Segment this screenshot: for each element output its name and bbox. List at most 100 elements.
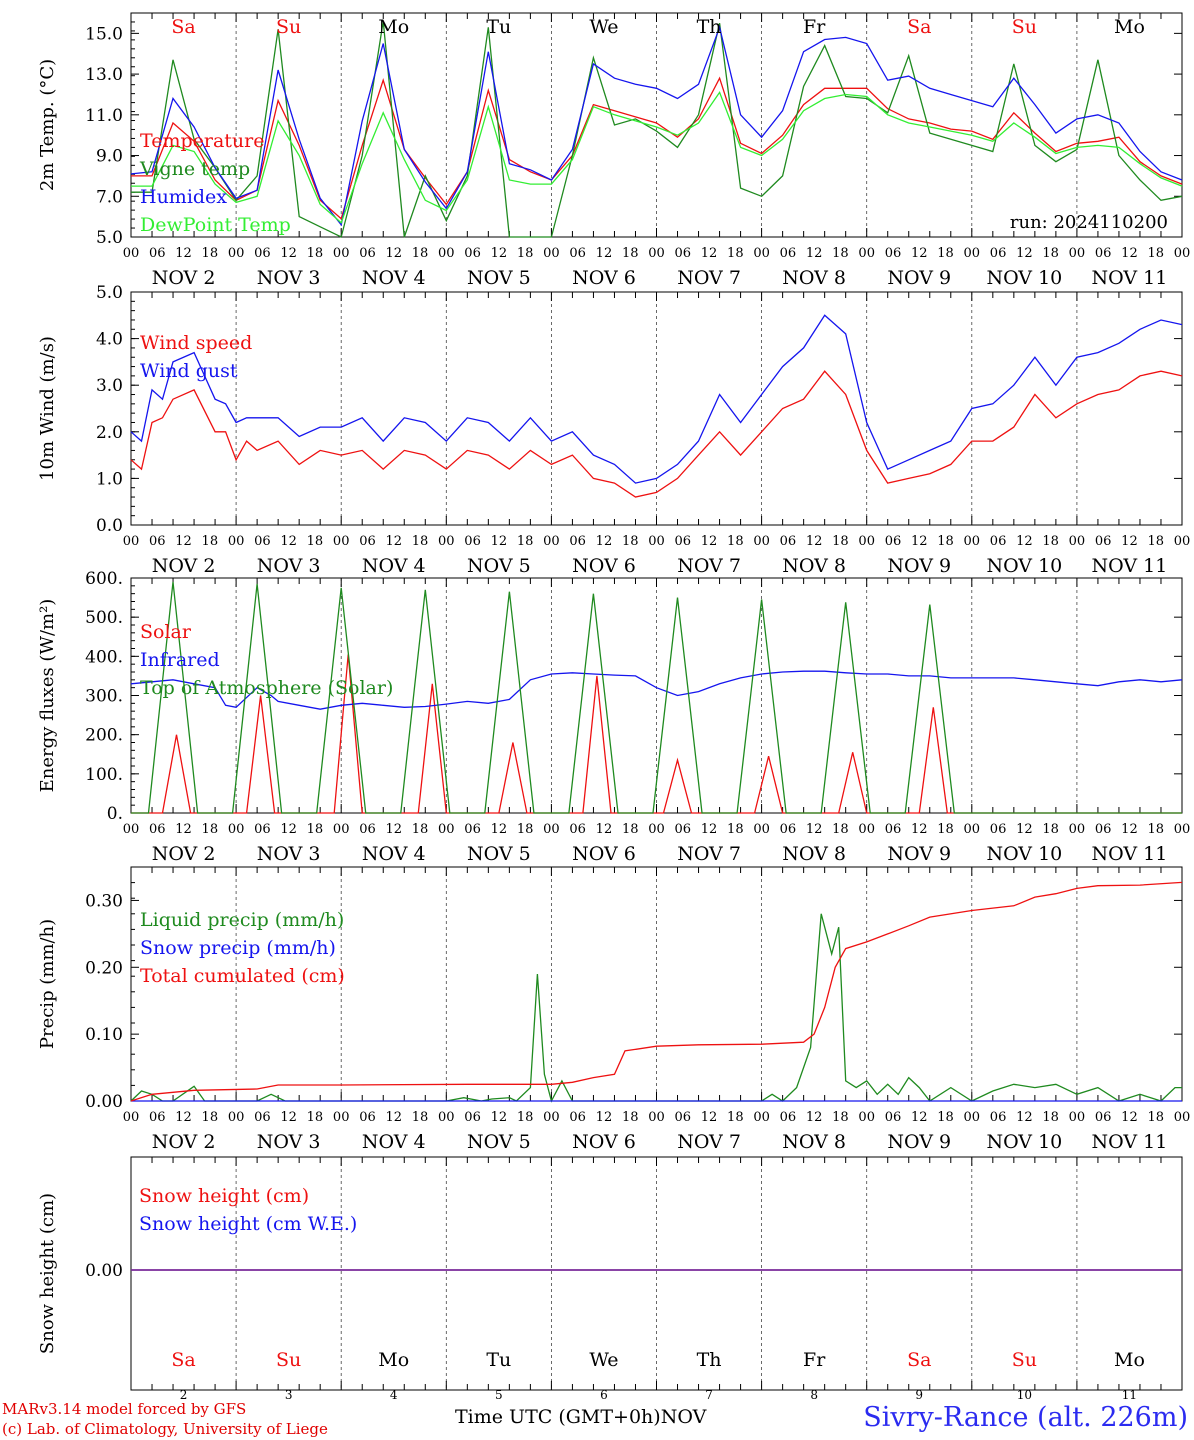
hour-label: 00 xyxy=(964,1110,981,1125)
hour-label: 18 xyxy=(937,246,954,261)
panel-1: 5.0 7.0 9.0 11.0 13.0 15.0 2m Temp. (°C) Temper… xyxy=(37,12,1190,289)
hour-label: 12 xyxy=(806,822,823,837)
hour-label: 12 xyxy=(701,822,718,837)
hour-label: 12 xyxy=(596,534,613,549)
hour-label: 00 xyxy=(964,822,981,837)
y-axis-title: Energy fluxes (W/m²) xyxy=(37,599,58,793)
weekday-label: Tu xyxy=(486,16,511,38)
hour-label: 06 xyxy=(149,246,166,261)
hour-label: 06 xyxy=(990,246,1007,261)
hour-label: 06 xyxy=(359,246,376,261)
hour-label: 06 xyxy=(780,1110,797,1125)
legend-entry: Vigne temp xyxy=(139,158,250,180)
hour-label: 18 xyxy=(1147,246,1164,261)
series-line xyxy=(131,20,1183,238)
hour-label: 00 xyxy=(648,822,665,837)
hour-label: 12 xyxy=(280,1110,297,1125)
hour-label: 00 xyxy=(858,1110,875,1125)
legend-entry: Total cumulated (cm) xyxy=(140,965,345,987)
legend-entry: DewPoint Temp xyxy=(140,214,291,236)
hour-label: 06 xyxy=(990,534,1007,549)
day-number: 5 xyxy=(495,1388,503,1402)
legend-entry: Solar xyxy=(140,621,192,643)
hour-label: 00 xyxy=(228,534,245,549)
date-label: NOV 8 xyxy=(782,267,846,289)
y-tick-label: 15.0 xyxy=(85,24,123,44)
date-label: NOV 8 xyxy=(782,555,846,577)
series-line xyxy=(131,91,1183,224)
day-number: 4 xyxy=(390,1388,398,1402)
date-label: NOV 9 xyxy=(887,555,951,577)
hour-label: 00 xyxy=(543,534,560,549)
hour-label: 00 xyxy=(438,246,455,261)
legend-entry: Snow height (cm W.E.) xyxy=(139,1213,357,1235)
series-line xyxy=(131,76,1183,220)
weekday-label: Su xyxy=(1012,1349,1037,1371)
hour-label: 00 xyxy=(753,1110,770,1125)
model-credit: MARv3.14 model forced by GFS xyxy=(2,1400,247,1418)
y-tick-label: 200. xyxy=(85,726,123,746)
hour-label: 06 xyxy=(254,534,271,549)
weekday-label: Mo xyxy=(1114,1349,1145,1371)
hour-label: 18 xyxy=(307,1110,324,1125)
y-axis-title: 2m Temp. (°C) xyxy=(37,59,58,191)
hour-label: 18 xyxy=(1147,822,1164,837)
hour-label: 00 xyxy=(123,534,140,549)
y-tick-label: 600. xyxy=(85,569,123,589)
date-label: NOV 5 xyxy=(467,1131,531,1153)
date-label: NOV 9 xyxy=(887,1131,951,1153)
hour-label: 18 xyxy=(517,822,534,837)
hour-label: 12 xyxy=(701,534,718,549)
weekday-label: Mo xyxy=(378,16,409,38)
hour-label: 12 xyxy=(491,1110,508,1125)
y-tick-label: 9.0 xyxy=(96,147,123,167)
hour-label: 12 xyxy=(385,534,402,549)
hour-label: 18 xyxy=(412,246,429,261)
hour-label: 12 xyxy=(596,1110,613,1125)
x-axis-title-text: Time UTC (GMT+0h) xyxy=(455,1406,661,1428)
y-tick-label: 400. xyxy=(85,647,123,667)
weekday-label: Th xyxy=(697,16,722,38)
hour-label: 12 xyxy=(280,246,297,261)
hour-label: 12 xyxy=(280,534,297,549)
y-tick-label: 0.0 xyxy=(96,516,123,536)
hour-label: 18 xyxy=(727,1110,744,1125)
date-label: NOV 10 xyxy=(986,1131,1062,1153)
hour-label: 12 xyxy=(701,246,718,261)
hour-label: 00 xyxy=(858,534,875,549)
y-tick-label: 1.0 xyxy=(96,469,123,489)
hour-label: 12 xyxy=(1016,246,1033,261)
hour-label: 00 xyxy=(753,822,770,837)
day-number: 6 xyxy=(600,1388,608,1402)
hour-label: 06 xyxy=(1095,246,1112,261)
hour-label: 18 xyxy=(1042,1110,1059,1125)
series-line xyxy=(130,314,1183,484)
hour-label: 00 xyxy=(333,822,350,837)
hour-label: 18 xyxy=(832,246,849,261)
day-number: 7 xyxy=(705,1388,713,1402)
hour-label: 06 xyxy=(569,822,586,837)
lab-credit: (c) Lab. of Climatology, University of L… xyxy=(2,1420,328,1438)
hour-label: 18 xyxy=(412,534,429,549)
hour-label: 06 xyxy=(780,534,797,549)
hour-label: 00 xyxy=(648,246,665,261)
y-tick-label: 3.0 xyxy=(96,376,123,396)
day-number: 11 xyxy=(1122,1388,1137,1402)
hour-label: 18 xyxy=(727,534,744,549)
hour-label: 18 xyxy=(307,822,324,837)
y-axis-title: Snow height (cm) xyxy=(37,1193,58,1354)
hour-label: 12 xyxy=(385,822,402,837)
date-label: NOV 4 xyxy=(362,1131,426,1153)
hour-label: 06 xyxy=(359,534,376,549)
hour-label: 18 xyxy=(517,1110,534,1125)
hour-label: 12 xyxy=(806,1110,823,1125)
hour-label: 12 xyxy=(911,534,928,549)
hour-label: 00 xyxy=(123,1110,140,1125)
date-label: NOV 10 xyxy=(986,555,1062,577)
date-label: NOV 8 xyxy=(782,843,846,865)
date-label: NOV 11 xyxy=(1092,1131,1168,1153)
y-axis-title: 10m Wind (m/s) xyxy=(37,336,58,481)
hour-label: 18 xyxy=(202,246,219,261)
hour-label: 12 xyxy=(806,246,823,261)
date-label: NOV 7 xyxy=(677,1131,741,1153)
